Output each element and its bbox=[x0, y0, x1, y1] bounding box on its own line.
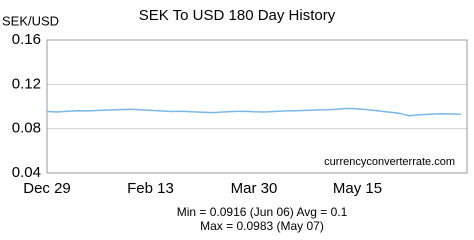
x-tick-label: Mar 30 bbox=[231, 180, 278, 197]
x-tick-label: Feb 13 bbox=[127, 180, 174, 197]
data-line bbox=[46, 107, 462, 117]
max-note: Max = 0.0983 (May 07) bbox=[200, 219, 324, 233]
plot-border bbox=[46, 39, 468, 174]
watermark: currencyconverterrate.com bbox=[324, 156, 455, 168]
y-tick-label: 0.04 bbox=[12, 164, 41, 181]
x-tick-label: Dec 29 bbox=[23, 180, 71, 197]
min-avg-note: Min = 0.0916 (Jun 06) Avg = 0.1 bbox=[177, 205, 348, 219]
y-axis-label: SEK/USD bbox=[2, 13, 59, 28]
y-tick-label: 0.12 bbox=[12, 75, 41, 92]
chart-title: SEK To USD 180 Day History bbox=[139, 7, 336, 24]
x-tick-label: May 15 bbox=[333, 180, 382, 197]
y-tick-label: 0.16 bbox=[12, 31, 41, 48]
y-tick-label: 0.08 bbox=[12, 120, 41, 137]
